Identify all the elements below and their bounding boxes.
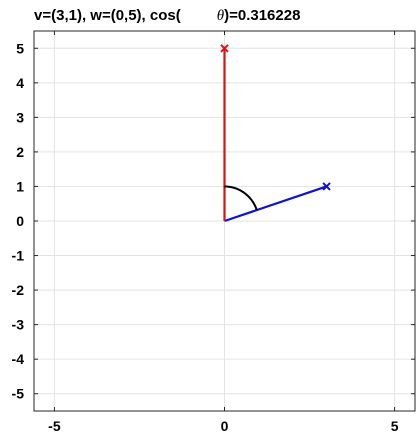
chart-title-theta-symbol: θ [217,8,225,24]
chart-title: v=(3,1), w=(0,5), cos( θ)=0.316228 [34,7,300,24]
axis-ticks [34,31,415,411]
chart-title-suffix: )=0.316228 [224,7,300,24]
y-tick-label: 4 [16,75,24,91]
series-group [220,44,331,223]
x-tick-label: 0 [221,418,229,434]
y-tick-label: 3 [16,109,24,125]
y-tick-label: -3 [12,317,25,333]
vector-v-tip-marker [322,182,331,191]
y-tick-label: 0 [16,213,24,229]
y-tick-label: 5 [16,40,24,56]
vector-v-line [224,185,327,223]
y-tick-label: -4 [12,351,25,367]
chart-title-prefix: v=(3,1), w=(0,5), cos( [34,7,181,24]
angle-arc [224,185,258,211]
y-tick-label: -2 [12,282,25,298]
grid-lines [34,31,415,411]
y-tick-label: -1 [12,248,25,264]
tick-labels: -5 0 5 5 4 3 2 1 0 -1 -2 -3 -4 -5 [12,40,399,434]
vector-w-tip-marker [220,44,229,53]
x-tick-label: 5 [391,418,399,434]
x-tick-label: -5 [48,418,61,434]
y-tick-label: 2 [16,144,24,160]
y-tick-label: -5 [12,386,25,402]
y-tick-label: 1 [16,178,24,194]
